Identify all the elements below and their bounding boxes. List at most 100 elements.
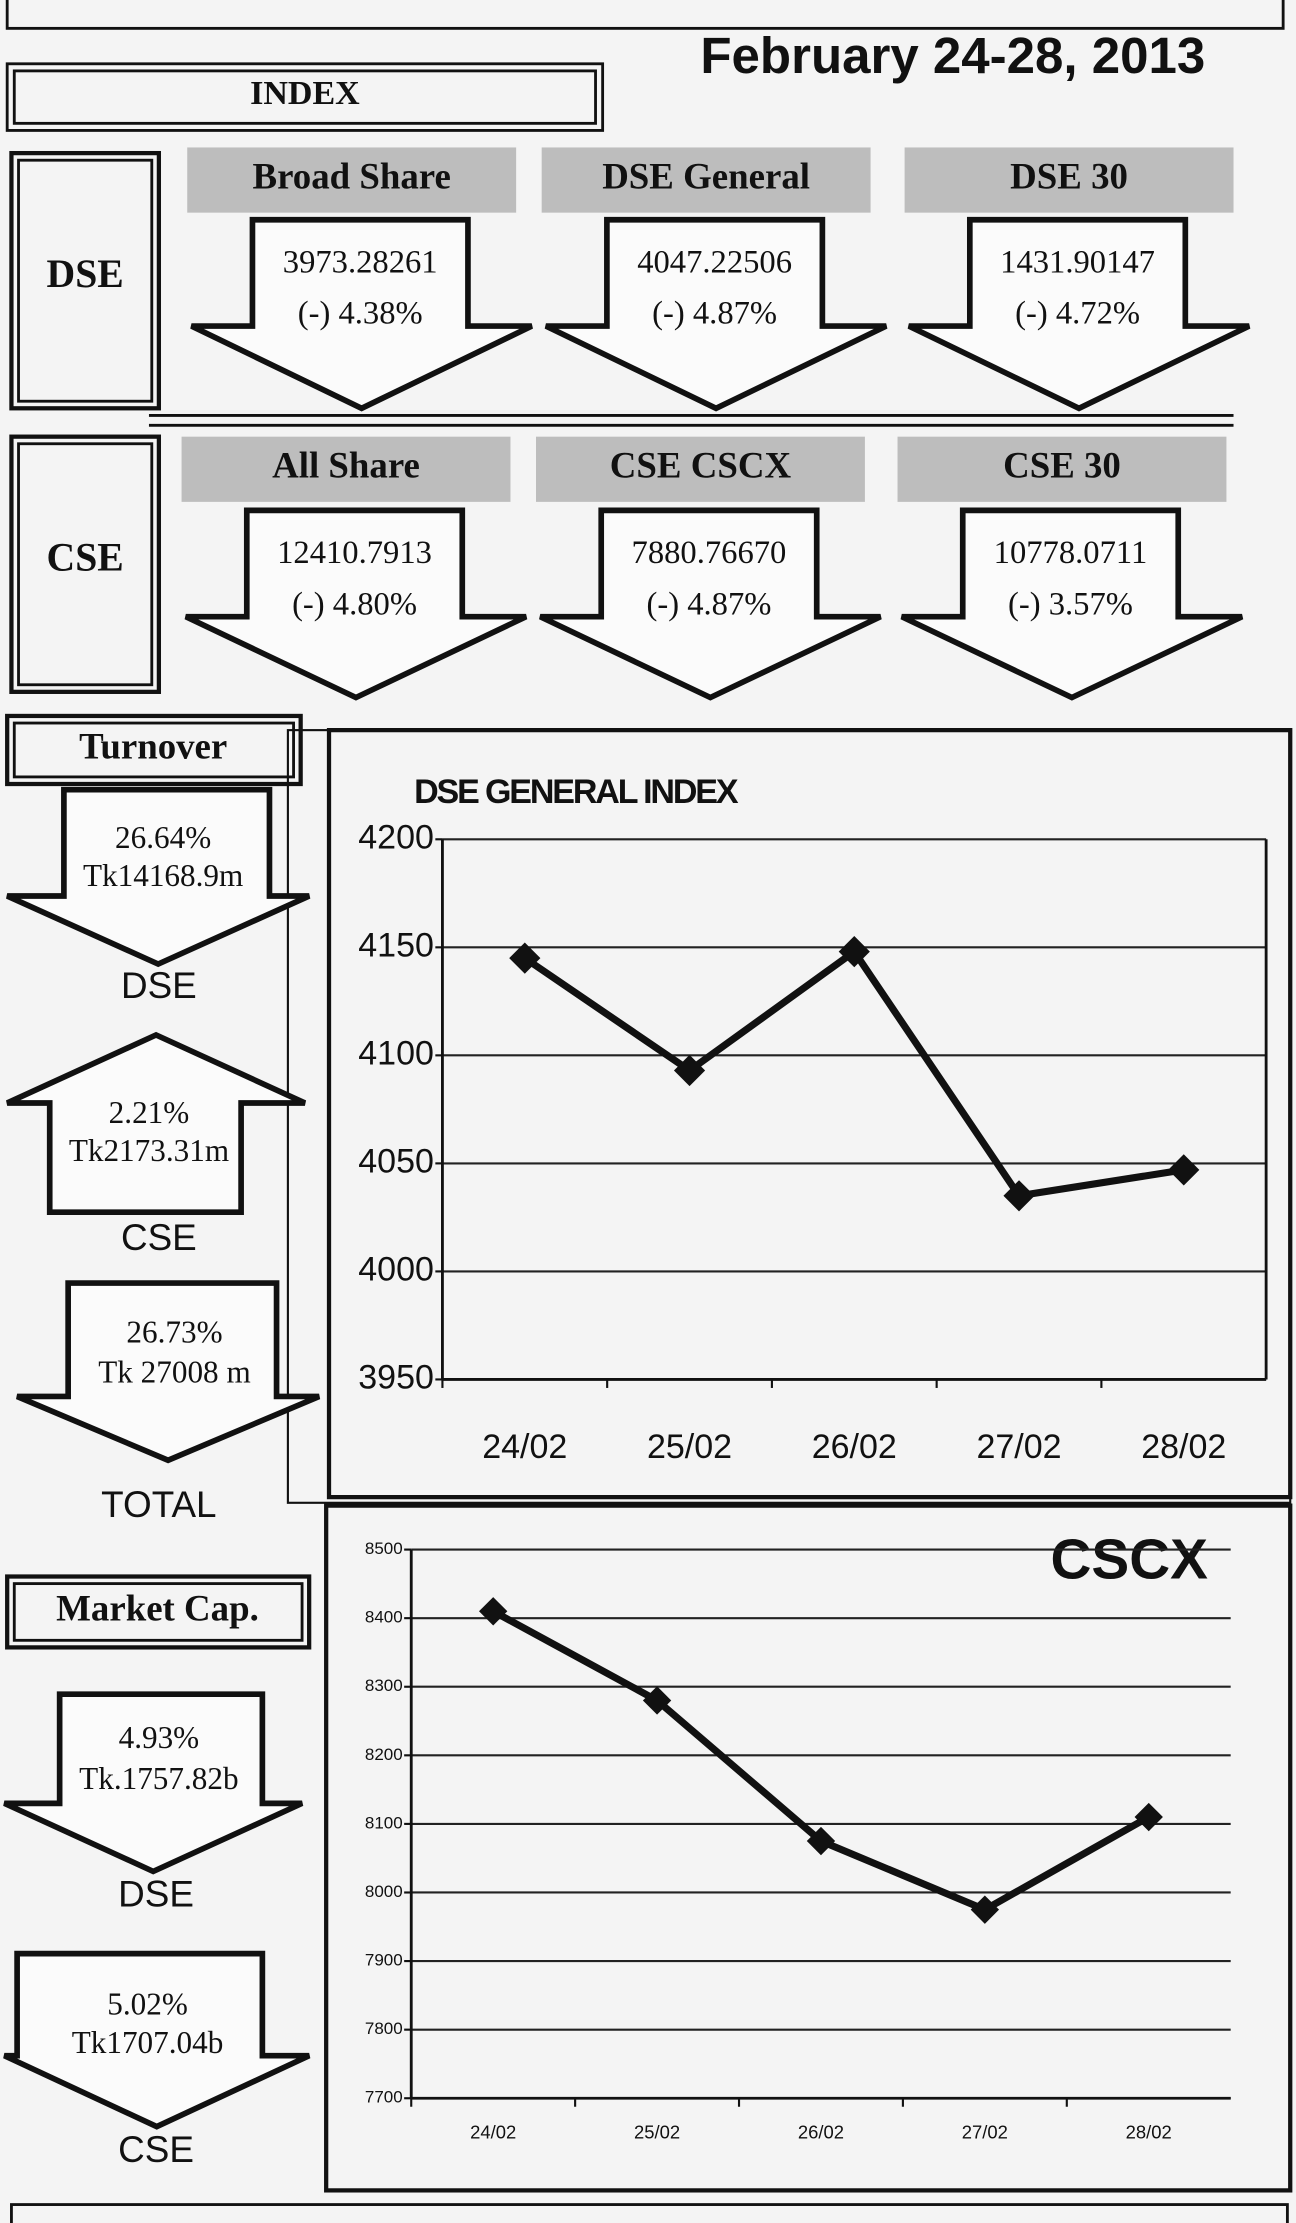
index-change: (-) 4.87%	[647, 586, 772, 622]
y-tick-label: 8300	[365, 1676, 403, 1695]
top-frame	[5, 0, 1285, 30]
arrow	[184, 507, 528, 701]
index-change: (-) 4.80%	[292, 586, 417, 622]
exchange-label: DSE	[47, 252, 124, 296]
exchange-box	[9, 150, 162, 411]
x-tick-label: 25/02	[647, 1428, 732, 1466]
market-cap-amount: Tk.1757.82b	[79, 1761, 238, 1796]
turnover-amount: Tk2173.31m	[69, 1133, 229, 1168]
bottom-frame	[10, 2203, 1289, 2223]
arrow	[190, 216, 533, 412]
arrow	[3, 1691, 304, 1875]
y-tick-label: 8100	[365, 1813, 403, 1832]
point-marker	[970, 1895, 1000, 1924]
index-header	[897, 436, 1227, 502]
y-tick-label: 4200	[358, 818, 434, 856]
market-cap-label: DSE	[118, 1874, 194, 1915]
point-marker	[642, 1686, 672, 1715]
turnover-box-inner	[12, 721, 295, 779]
point-marker	[509, 942, 541, 974]
index-header	[541, 147, 871, 213]
index-name: DSE 30	[1010, 156, 1128, 197]
turnover-label: DSE	[121, 965, 197, 1006]
index-value: 12410.7913	[277, 535, 432, 571]
index-change: (-) 4.38%	[298, 296, 423, 332]
index-value: 10778.0711	[994, 535, 1148, 571]
point-marker	[673, 1054, 706, 1087]
y-tick-label: 8000	[365, 1882, 403, 1901]
chart-box	[326, 728, 1293, 1500]
turnover-label: TOTAL	[101, 1484, 216, 1525]
arrow	[6, 786, 311, 968]
arrow	[544, 216, 888, 412]
exchange-label: CSE	[47, 536, 124, 580]
turnover-change: 26.73%	[126, 1315, 222, 1350]
index-header	[187, 147, 517, 213]
market-cap-title: Market Cap.	[56, 1587, 259, 1628]
chart-title: CSCX	[1051, 1529, 1209, 1592]
turnover-title: Turnover	[79, 725, 227, 766]
index-change: (-) 4.87%	[652, 296, 777, 332]
x-tick-label: 24/02	[470, 2122, 516, 2143]
arrow	[900, 507, 1244, 701]
y-tick-label: 4100	[358, 1034, 434, 1072]
arrow	[6, 1031, 307, 1215]
market-cap-amount: Tk1707.04b	[72, 2025, 224, 2060]
y-tick-label: 3950	[358, 1358, 434, 1396]
market-cap-change: 5.02%	[107, 1987, 188, 2022]
x-tick-label: 28/02	[1126, 2122, 1172, 2143]
arrow	[3, 1950, 311, 2130]
x-tick-label: 28/02	[1141, 1428, 1226, 1466]
index-change: (-) 4.72%	[1015, 296, 1140, 332]
turnover-amount: Tk 27008 m	[98, 1354, 250, 1389]
market-cap-label: CSE	[118, 2129, 194, 2170]
index-name: DSE General	[602, 156, 810, 197]
chart-title: DSE GENERAL INDEX	[414, 773, 739, 811]
arrow	[539, 507, 882, 701]
point-marker	[838, 936, 870, 968]
index-name: Broad Share	[253, 156, 451, 197]
index-name: CSE 30	[1003, 445, 1121, 486]
index-name: All Share	[272, 445, 420, 486]
index-label: INDEX	[250, 75, 360, 112]
x-tick-label: 27/02	[976, 1428, 1061, 1466]
arrow	[16, 1280, 321, 1464]
market-cap-box-inner	[12, 1582, 304, 1642]
y-tick-label: 8400	[365, 1608, 403, 1627]
index-header	[181, 436, 511, 502]
y-tick-label: 8500	[365, 1539, 403, 1558]
index-change: (-) 3.57%	[1008, 586, 1133, 622]
y-tick-label: 7900	[365, 1951, 403, 1970]
index-box	[5, 62, 605, 132]
index-value: 1431.90147	[1000, 245, 1155, 281]
exchange-box-inner	[17, 442, 154, 687]
turnover-change: 2.21%	[109, 1095, 190, 1130]
index-name: CSE CSCX	[610, 445, 792, 486]
date-title: February 24-28, 2013	[700, 27, 1205, 84]
x-tick-label: 26/02	[812, 1428, 897, 1466]
x-tick-label: 27/02	[962, 2122, 1008, 2143]
index-value: 7880.76670	[632, 535, 787, 571]
point-marker	[479, 1597, 508, 1626]
turnover-box	[5, 713, 303, 787]
index-header	[904, 147, 1234, 213]
y-tick-label: 7700	[365, 2088, 403, 2107]
turnover-label: CSE	[121, 1217, 197, 1258]
point-marker	[806, 1826, 836, 1856]
turnover-change: 26.64%	[115, 820, 211, 855]
index-value: 4047.22506	[637, 245, 792, 281]
y-tick-label: 4050	[358, 1142, 434, 1180]
y-tick-label: 4000	[358, 1250, 434, 1288]
y-tick-label: 4150	[358, 926, 434, 964]
x-tick-label: 25/02	[634, 2122, 680, 2143]
chart-box	[324, 1503, 1293, 2193]
exchange-box-inner	[17, 158, 154, 403]
index-header	[535, 436, 865, 502]
market-cap-box	[5, 1574, 312, 1650]
x-tick-label: 26/02	[798, 2122, 844, 2143]
index-value: 3973.28261	[283, 245, 438, 281]
index-box-inner	[12, 69, 597, 125]
exchange-box	[9, 434, 162, 694]
